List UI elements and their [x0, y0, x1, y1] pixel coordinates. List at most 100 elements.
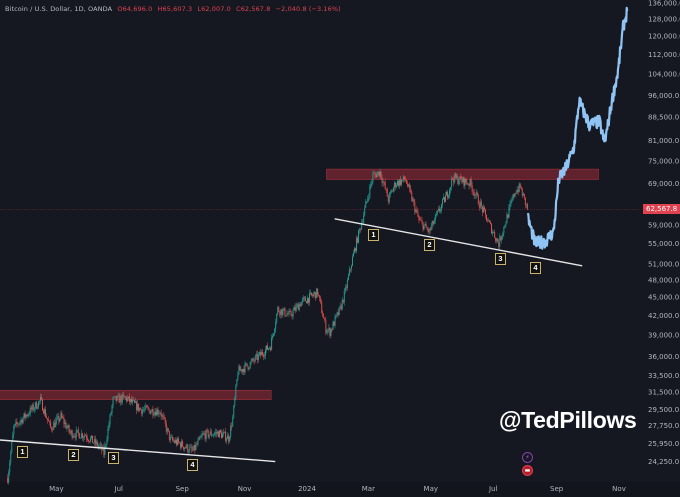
- candle[interactable]: [74, 435, 76, 438]
- candle[interactable]: [361, 222, 363, 230]
- candle[interactable]: [105, 444, 107, 446]
- candle[interactable]: [304, 297, 306, 302]
- candle[interactable]: [408, 184, 410, 187]
- candle[interactable]: [520, 187, 522, 189]
- candle[interactable]: [431, 220, 433, 227]
- candle[interactable]: [19, 421, 21, 424]
- candle[interactable]: [44, 409, 45, 414]
- projection-path[interactable]: [526, 6, 629, 250]
- candle[interactable]: [49, 421, 51, 422]
- candle[interactable]: [153, 414, 155, 416]
- candle[interactable]: [222, 433, 223, 438]
- candle[interactable]: [139, 408, 141, 411]
- candle[interactable]: [488, 220, 489, 222]
- candle[interactable]: [26, 414, 28, 416]
- candle[interactable]: [324, 318, 326, 321]
- candle[interactable]: [517, 189, 519, 192]
- candle[interactable]: [190, 446, 192, 448]
- candle[interactable]: [267, 345, 269, 350]
- candle[interactable]: [430, 226, 432, 231]
- candle[interactable]: [524, 197, 526, 206]
- candle[interactable]: [258, 352, 260, 355]
- candle[interactable]: [398, 180, 399, 186]
- candle[interactable]: [387, 196, 389, 202]
- pattern-label-upper-4[interactable]: 4: [530, 262, 541, 274]
- candle[interactable]: [35, 402, 37, 409]
- candle[interactable]: [467, 184, 469, 185]
- candle[interactable]: [521, 188, 523, 196]
- pattern-label-lower-2[interactable]: 2: [68, 449, 79, 461]
- candle[interactable]: [292, 310, 294, 317]
- candle[interactable]: [400, 179, 401, 185]
- candle[interactable]: [362, 222, 364, 223]
- candle[interactable]: [81, 433, 83, 438]
- candle[interactable]: [413, 199, 415, 203]
- time-axis[interactable]: [0, 482, 680, 497]
- candle[interactable]: [275, 322, 277, 330]
- candle[interactable]: [59, 418, 61, 422]
- candle[interactable]: [472, 191, 474, 193]
- candle[interactable]: [27, 414, 29, 416]
- candle[interactable]: [506, 214, 508, 224]
- candle[interactable]: [478, 204, 480, 208]
- candle[interactable]: [477, 195, 479, 205]
- candle[interactable]: [373, 173, 375, 174]
- candle[interactable]: [7, 477, 9, 483]
- candle[interactable]: [495, 237, 497, 241]
- candle[interactable]: [230, 425, 232, 437]
- candle[interactable]: [130, 398, 131, 402]
- candle[interactable]: [197, 440, 199, 445]
- candle[interactable]: [159, 412, 161, 414]
- candle[interactable]: [53, 422, 55, 430]
- candle[interactable]: [43, 410, 44, 414]
- candle[interactable]: [91, 435, 93, 438]
- candle[interactable]: [502, 233, 504, 237]
- candle[interactable]: [112, 397, 114, 406]
- candle[interactable]: [525, 204, 527, 206]
- candle[interactable]: [260, 352, 262, 356]
- candle[interactable]: [283, 308, 285, 311]
- candle[interactable]: [302, 297, 304, 300]
- candle[interactable]: [309, 293, 310, 303]
- candle[interactable]: [271, 337, 273, 351]
- candle[interactable]: [20, 419, 22, 422]
- candle[interactable]: [497, 238, 499, 243]
- candle[interactable]: [436, 210, 438, 214]
- candle[interactable]: [158, 413, 160, 415]
- candle[interactable]: [187, 444, 189, 452]
- pattern-label-upper-2[interactable]: 2: [424, 239, 435, 251]
- candle[interactable]: [143, 409, 145, 411]
- candle[interactable]: [31, 404, 33, 410]
- us-flag-icon[interactable]: ▬: [522, 465, 533, 476]
- candle[interactable]: [355, 248, 356, 251]
- candle[interactable]: [503, 226, 505, 234]
- candle[interactable]: [379, 171, 381, 177]
- candle[interactable]: [442, 199, 443, 205]
- candle[interactable]: [277, 307, 279, 314]
- candle[interactable]: [298, 304, 300, 311]
- candle[interactable]: [110, 412, 112, 415]
- candle[interactable]: [320, 298, 322, 303]
- candle[interactable]: [500, 236, 502, 241]
- candle[interactable]: [181, 441, 183, 448]
- candle[interactable]: [113, 396, 115, 398]
- candle[interactable]: [334, 316, 336, 326]
- candle[interactable]: [145, 405, 147, 409]
- candle[interactable]: [251, 358, 253, 361]
- candle[interactable]: [327, 329, 329, 332]
- candle[interactable]: [421, 220, 423, 223]
- candle[interactable]: [238, 366, 240, 375]
- candle[interactable]: [319, 295, 321, 299]
- support-trendline[interactable]: [0, 439, 276, 463]
- candle[interactable]: [201, 434, 203, 437]
- candle[interactable]: [232, 417, 234, 427]
- candle[interactable]: [375, 174, 377, 178]
- candle[interactable]: [287, 313, 289, 315]
- candle[interactable]: [195, 444, 197, 450]
- candle[interactable]: [196, 444, 198, 445]
- candle[interactable]: [294, 307, 296, 311]
- candle[interactable]: [69, 431, 71, 433]
- candle[interactable]: [86, 435, 87, 439]
- candle[interactable]: [160, 412, 162, 417]
- candle[interactable]: [513, 194, 515, 197]
